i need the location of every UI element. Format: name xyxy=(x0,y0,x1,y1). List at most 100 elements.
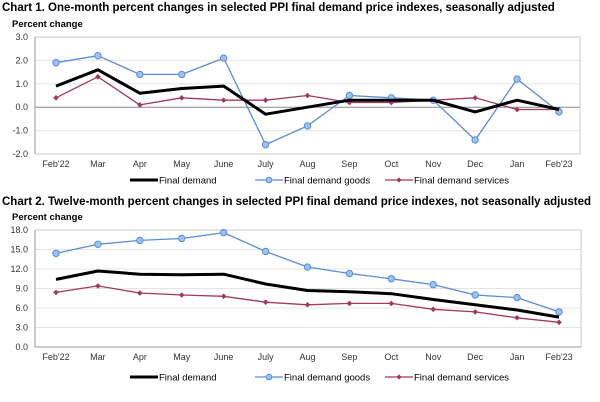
data-point-final-demand-services xyxy=(430,306,437,313)
legend-label: Final demand goods xyxy=(284,176,370,187)
data-point-final-demand-services xyxy=(137,102,143,108)
data-point-final-demand-goods xyxy=(136,70,144,79)
legend-item-final-demand-goods: Final demand goods xyxy=(255,373,370,384)
legend-label: Final demand goods xyxy=(284,373,370,384)
data-point-final-demand-services xyxy=(472,309,478,315)
data-point-final-demand-goods xyxy=(261,140,270,149)
data-point-final-demand-goods xyxy=(303,122,312,130)
x-tick-label: June xyxy=(214,159,234,169)
x-tick-label: July xyxy=(258,159,275,169)
chart2-title: Chart 2. Twelve-month percent changes in… xyxy=(2,196,592,208)
data-point-final-demand-services xyxy=(95,73,101,80)
legend-item-final-demand: Final demand xyxy=(130,373,217,384)
data-point-final-demand-services xyxy=(514,106,520,113)
data-point-final-demand-goods xyxy=(219,54,228,62)
y-tick-label: 1.0 xyxy=(15,79,28,89)
x-tick-label: Nov xyxy=(425,159,442,169)
data-point-final-demand-services xyxy=(178,292,185,298)
y-tick-label: 0.0 xyxy=(15,102,28,112)
data-point-final-demand-goods xyxy=(513,293,521,302)
data-point-final-demand-services xyxy=(137,290,143,296)
y-tick-label: -2.0 xyxy=(12,149,28,159)
x-tick-label: Jan xyxy=(510,352,525,362)
data-point-final-demand-goods xyxy=(136,236,144,245)
data-point-final-demand-services xyxy=(95,283,101,289)
data-point-final-demand-goods xyxy=(178,70,186,79)
x-tick-label: July xyxy=(258,352,275,362)
x-tick-label: Feb'23 xyxy=(545,159,572,169)
data-point-final-demand-services xyxy=(514,314,520,321)
x-tick-label: Dec xyxy=(467,159,484,169)
data-point-final-demand-goods xyxy=(345,91,354,100)
x-tick-label: Mar xyxy=(90,352,106,362)
chart1-y-axis-label: Percent change xyxy=(12,19,83,30)
data-point-final-demand-goods xyxy=(261,247,270,256)
y-tick-label: 18.0 xyxy=(10,225,28,235)
chart1-title: Chart 1. One-month percent changes in se… xyxy=(2,2,555,14)
data-point-final-demand-services xyxy=(304,92,311,99)
data-point-final-demand-services xyxy=(53,95,59,101)
legend-item-final-demand-services: Final demand services xyxy=(385,373,509,384)
x-tick-label: Feb'22 xyxy=(42,352,69,362)
data-point-final-demand-goods xyxy=(555,308,563,316)
x-tick-label: Nov xyxy=(425,352,442,362)
y-tick-label: 9.0 xyxy=(15,284,28,294)
x-tick-label: Aug xyxy=(299,352,315,362)
data-point-final-demand-goods xyxy=(387,275,396,283)
x-tick-label: Oct xyxy=(384,352,399,362)
data-point-final-demand-services xyxy=(472,95,478,101)
series-line-final-demand xyxy=(55,68,560,116)
legend-marker-diamond xyxy=(396,177,402,183)
data-point-final-demand-services xyxy=(178,95,185,101)
legend-item-final-demand: Final demand xyxy=(130,176,217,187)
x-tick-label: Aug xyxy=(299,159,315,169)
y-tick-label: -1.0 xyxy=(12,126,28,136)
x-tick-label: Apr xyxy=(133,352,147,362)
x-tick-label: Feb'22 xyxy=(42,159,69,169)
data-point-final-demand-services xyxy=(556,319,562,326)
legend-item-final-demand-goods: Final demand goods xyxy=(255,176,370,187)
data-point-final-demand-goods xyxy=(52,59,60,67)
data-point-final-demand-services xyxy=(262,299,269,305)
data-point-final-demand-services xyxy=(388,300,395,307)
y-tick-label: 3.0 xyxy=(15,32,28,42)
chart2-y-axis-label: Percent change xyxy=(12,212,83,223)
series-line-final-demand xyxy=(55,269,560,319)
legend-label: Final demand services xyxy=(414,373,509,384)
data-point-final-demand-services xyxy=(346,300,353,307)
data-point-final-demand-goods xyxy=(513,75,521,83)
y-tick-label: 3.0 xyxy=(15,323,28,333)
legend-marker-circle xyxy=(265,176,273,184)
chart2-plot: 18.0 15.0 12.0 9.0 6.0 3.0 0.0 Feb'22 Mar Apr May J… xyxy=(10,225,582,384)
legend-marker-diamond xyxy=(396,374,402,380)
y-tick-label: 15.0 xyxy=(10,245,28,255)
x-tick-label: Jan xyxy=(510,159,525,169)
x-tick-label: Sep xyxy=(341,159,357,169)
x-tick-label: June xyxy=(214,352,234,362)
legend-item-final-demand-services: Final demand services xyxy=(385,176,509,187)
data-point-final-demand-goods xyxy=(94,52,102,60)
data-point-final-demand-services xyxy=(262,97,269,103)
x-tick-label: Dec xyxy=(467,352,484,362)
x-tick-label: Apr xyxy=(133,159,147,169)
data-point-final-demand-goods xyxy=(471,136,479,144)
data-point-final-demand-goods xyxy=(345,269,354,278)
x-tick-label: May xyxy=(173,352,191,362)
data-point-final-demand-goods xyxy=(219,228,228,237)
data-point-final-demand-goods xyxy=(94,240,102,248)
x-tick-label: Mar xyxy=(90,159,106,169)
data-point-final-demand-goods xyxy=(303,263,312,271)
y-tick-label: 0.0 xyxy=(15,342,28,352)
x-tick-label: Sep xyxy=(341,352,357,362)
x-tick-label: May xyxy=(173,159,191,169)
legend-marker-circle xyxy=(265,373,273,381)
data-point-final-demand-services xyxy=(220,97,227,103)
y-tick-label: 2.0 xyxy=(15,55,28,65)
x-tick-label: Oct xyxy=(384,159,399,169)
y-tick-label: 12.0 xyxy=(10,264,28,274)
data-point-final-demand-goods xyxy=(471,291,479,299)
data-point-final-demand-goods xyxy=(52,249,60,258)
legend-label: Final demand xyxy=(159,176,217,187)
data-point-final-demand-goods xyxy=(178,234,186,243)
